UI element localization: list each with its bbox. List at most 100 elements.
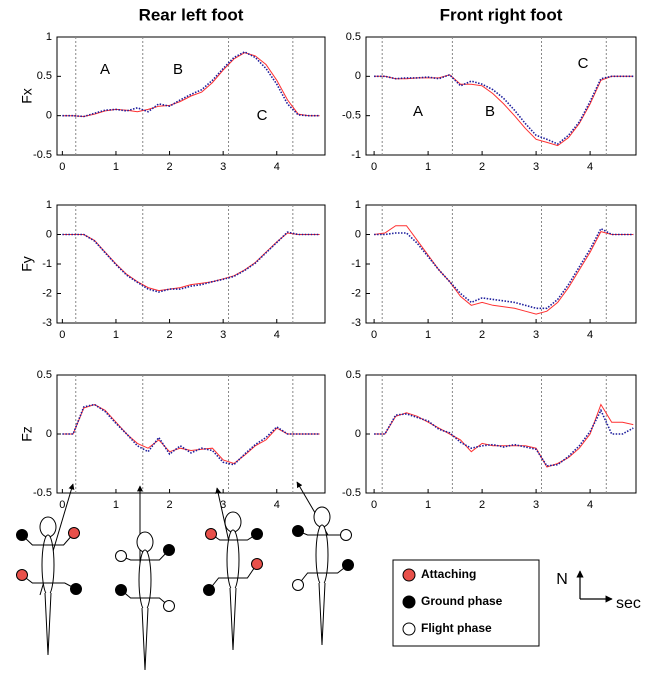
gecko-tail: [318, 582, 326, 646]
plot-frame: [56, 36, 326, 156]
gecko-foot: [251, 528, 263, 540]
gecko-body: [41, 534, 55, 596]
column-title: Rear left foot: [139, 5, 244, 24]
gecko-foot: [115, 550, 127, 562]
series-line: [374, 227, 634, 310]
plot-frame: [56, 204, 326, 324]
series-line: [62, 231, 320, 293]
gecko-tail: [44, 592, 52, 656]
x-tick-label: 3: [533, 329, 539, 341]
region-label: C: [578, 55, 589, 72]
y-tick-label: 0.5: [37, 369, 52, 381]
y-tick-label: 0.5: [37, 70, 52, 82]
gecko-body: [138, 549, 152, 611]
arrows: [39, 481, 329, 596]
y-tick-label: 0: [46, 228, 52, 240]
legend-swatch: [402, 595, 416, 609]
geckos: [16, 506, 354, 671]
y-tick-label: -0.5: [342, 487, 361, 499]
gecko-head: [224, 511, 242, 533]
y-tick-label: -0.5: [342, 110, 361, 122]
x-tick-label: 3: [533, 499, 539, 511]
series-line: [62, 232, 320, 292]
gecko-foot: [203, 584, 215, 596]
y-tick-label: 1: [46, 199, 52, 211]
region-label: B: [173, 61, 183, 78]
x-tick-label: 0: [371, 329, 377, 341]
y-axis-label: Fz: [19, 426, 35, 442]
y-tick-label: 0.5: [346, 31, 361, 43]
y-tick-label: -1: [42, 258, 52, 270]
y-tick-label: 0: [355, 70, 361, 82]
plot-frame: [365, 204, 637, 324]
series-line: [62, 52, 320, 118]
x-tick-label: 1: [425, 161, 431, 173]
y-tick-label: -1: [351, 258, 361, 270]
y-tick-label: -3: [42, 317, 52, 329]
region-label: B: [485, 103, 495, 120]
plot-frame: [365, 36, 637, 156]
y-tick-label: 1: [46, 31, 52, 43]
x-tick-label: 1: [425, 499, 431, 511]
y-tick-label: -2: [42, 287, 52, 299]
series-line: [62, 50, 320, 118]
legend-label: Attaching: [421, 567, 476, 581]
x-tick-label: 2: [479, 499, 485, 511]
series-line: [374, 73, 634, 145]
gecko-foot: [340, 529, 352, 541]
x-tick-label: 1: [425, 329, 431, 341]
region-label: A: [413, 103, 423, 120]
gecko-foot: [70, 583, 82, 595]
y-axis-label: Fx: [19, 88, 35, 104]
gecko-foot: [163, 600, 175, 612]
x-tick-label: 2: [166, 329, 172, 341]
series-line: [374, 403, 634, 468]
x-tick-label: 3: [220, 329, 226, 341]
gecko-foot: [251, 558, 263, 570]
gecko-foot: [16, 569, 28, 581]
gecko-tail: [141, 607, 149, 671]
y-tick-label: 0.5: [346, 369, 361, 381]
y-tick-label: -2: [351, 287, 361, 299]
series-line: [62, 403, 320, 466]
gecko-body: [315, 524, 329, 586]
axis-key: [576, 570, 613, 603]
x-tick-label: 0: [59, 499, 65, 511]
y-tick-label: -3: [351, 317, 361, 329]
gecko-foot: [292, 525, 304, 537]
y-tick-label: 0: [46, 110, 52, 122]
x-tick-label: 4: [274, 329, 280, 341]
x-tick-label: 2: [479, 161, 485, 173]
x-tick-label: 4: [587, 329, 593, 341]
gecko-head: [313, 506, 331, 528]
x-tick-label: 1: [113, 499, 119, 511]
region-label: C: [257, 107, 268, 124]
x-tick-label: 3: [220, 161, 226, 173]
x-tick-label: 4: [587, 499, 593, 511]
y-tick-label: -1: [351, 149, 361, 161]
gecko-foot: [68, 527, 80, 539]
plot-frame: [365, 374, 637, 494]
x-tick-label: 0: [59, 329, 65, 341]
x-tick-label: 1: [113, 161, 119, 173]
y-axis-label: Fy: [19, 256, 35, 272]
y-tick-label: 0: [355, 228, 361, 240]
x-tick-label: 2: [479, 329, 485, 341]
y-tick-label: 0: [46, 428, 52, 440]
plot-frame: [56, 374, 326, 494]
gecko-foot: [292, 579, 304, 591]
x-tick-label: 4: [587, 161, 593, 173]
series-line: [62, 403, 320, 465]
column-title: Front right foot: [440, 5, 563, 24]
gecko-foot: [16, 529, 28, 541]
x-tick-label: 1: [113, 329, 119, 341]
x-tick-label: 3: [533, 161, 539, 173]
x-tick-label: 2: [166, 499, 172, 511]
x-tick-label: 3: [220, 499, 226, 511]
gecko-foot: [342, 559, 354, 571]
x-tick-label: 4: [274, 161, 280, 173]
x-tick-label: 4: [274, 499, 280, 511]
x-tick-label: 0: [371, 499, 377, 511]
gecko-foot: [163, 544, 175, 556]
